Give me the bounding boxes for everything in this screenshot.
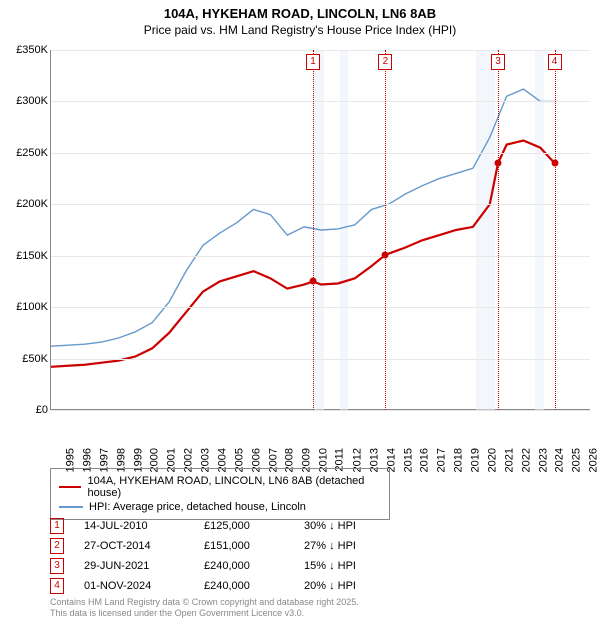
footer-line2: This data is licensed under the Open Gov…	[50, 608, 359, 620]
event-date: 27-OCT-2014	[84, 540, 184, 552]
event-diff: 15% ↓ HPI	[304, 560, 394, 572]
sale-point	[551, 160, 558, 167]
footer-line1: Contains HM Land Registry data © Crown c…	[50, 597, 359, 609]
event-diff: 27% ↓ HPI	[304, 540, 394, 552]
x-tick-label: 2019	[469, 448, 481, 472]
y-tick-label: £300K	[16, 95, 48, 107]
x-tick-label: 2024	[554, 448, 566, 472]
event-diff: 20% ↓ HPI	[304, 580, 394, 592]
event-price: £240,000	[204, 580, 284, 592]
event-date: 14-JUL-2010	[84, 520, 184, 532]
sale-marker: 3	[491, 54, 505, 70]
chart-lines	[51, 50, 591, 410]
y-tick-label: £200K	[16, 198, 48, 210]
event-row: 4 01-NOV-2024 £240,000 20% ↓ HPI	[50, 578, 570, 594]
legend: 104A, HYKEHAM ROAD, LINCOLN, LN6 8AB (de…	[50, 468, 390, 520]
y-tick-label: £0	[36, 404, 48, 416]
event-marker: 3	[50, 558, 64, 574]
x-tick-label: 2023	[537, 448, 549, 472]
legend-item: HPI: Average price, detached house, Linc…	[59, 501, 381, 513]
event-row: 3 29-JUN-2021 £240,000 15% ↓ HPI	[50, 558, 570, 574]
x-tick-label: 2022	[520, 448, 532, 472]
event-marker: 2	[50, 538, 64, 554]
y-tick-label: £150K	[16, 250, 48, 262]
event-price: £151,000	[204, 540, 284, 552]
x-tick-label: 2017	[436, 448, 448, 472]
legend-label: HPI: Average price, detached house, Linc…	[89, 501, 306, 513]
sale-marker: 1	[306, 54, 320, 70]
x-tick-label: 2021	[503, 448, 515, 472]
y-tick-label: £50K	[22, 353, 48, 365]
x-axis: 1995199619971998199920002001200220032004…	[50, 414, 590, 474]
events-table: 1 14-JUL-2010 £125,000 30% ↓ HPI 2 27-OCT-201…	[50, 514, 570, 598]
x-tick-label: 2016	[419, 448, 431, 472]
x-tick-label: 2025	[571, 448, 583, 472]
x-tick-label: 2018	[453, 448, 465, 472]
legend-swatch	[59, 506, 83, 507]
x-tick-label: 2015	[402, 448, 414, 472]
page-subtitle: Price paid vs. HM Land Registry's House …	[0, 23, 600, 37]
legend-swatch	[59, 486, 81, 488]
y-tick-label: £350K	[16, 44, 48, 56]
event-price: £125,000	[204, 520, 284, 532]
event-marker: 1	[50, 518, 64, 534]
sale-point	[382, 251, 389, 258]
y-axis: £0£50K£100K£150K£200K£250K£300K£350K	[0, 50, 50, 410]
event-date: 01-NOV-2024	[84, 580, 184, 592]
x-tick-label: 2026	[588, 448, 600, 472]
event-marker: 4	[50, 578, 64, 594]
y-tick-label: £250K	[16, 147, 48, 159]
event-date: 29-JUN-2021	[84, 560, 184, 572]
sale-point	[310, 278, 317, 285]
sale-marker: 2	[378, 54, 392, 70]
y-tick-label: £100K	[16, 301, 48, 313]
footer-attribution: Contains HM Land Registry data © Crown c…	[50, 597, 359, 620]
event-price: £240,000	[204, 560, 284, 572]
series-property	[51, 141, 557, 367]
legend-label: 104A, HYKEHAM ROAD, LINCOLN, LN6 8AB (de…	[87, 475, 381, 499]
event-row: 2 27-OCT-2014 £151,000 27% ↓ HPI	[50, 538, 570, 554]
legend-item: 104A, HYKEHAM ROAD, LINCOLN, LN6 8AB (de…	[59, 475, 381, 499]
sale-point	[495, 160, 502, 167]
chart: £0£50K£100K£150K£200K£250K£300K£350K 123…	[0, 50, 600, 430]
x-tick-label: 2020	[486, 448, 498, 472]
event-row: 1 14-JUL-2010 £125,000 30% ↓ HPI	[50, 518, 570, 534]
event-diff: 30% ↓ HPI	[304, 520, 394, 532]
sale-marker: 4	[548, 54, 562, 70]
plot-area: 1 2 3 4	[50, 50, 590, 410]
page-title: 104A, HYKEHAM ROAD, LINCOLN, LN6 8AB	[0, 6, 600, 21]
